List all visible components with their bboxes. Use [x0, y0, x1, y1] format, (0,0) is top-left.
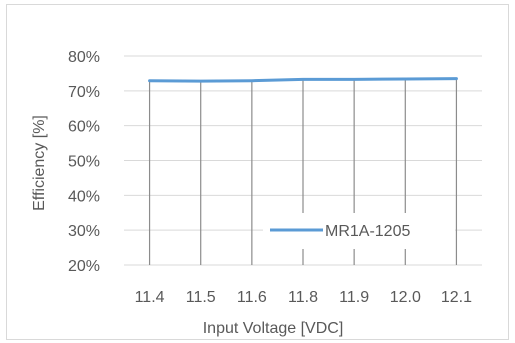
x-tick-label: 11.8 [288, 289, 318, 306]
vertical-drop-lines [148, 78, 458, 265]
y-tick-label: 20% [68, 258, 100, 275]
series-line [148, 77, 458, 83]
legend: MR1A-1205 [263, 213, 455, 249]
y-tick-label: 70% [68, 84, 100, 101]
y-axis-title: Efficiency [%] [31, 115, 48, 211]
y-axis-ticks: 20% 30% 40% 50% 60% 70% 80% [68, 49, 100, 275]
y-tick-label: 80% [68, 49, 100, 66]
y-tick-label: 40% [68, 188, 100, 205]
x-tick-label: 12.0 [390, 289, 421, 306]
y-tick-label: 30% [68, 223, 100, 240]
x-tick-label: 11.4 [135, 289, 165, 306]
x-axis-ticks: 11.4 11.5 11.6 11.8 11.9 12.0 12.1 [135, 289, 473, 306]
x-tick-label: 12.1 [441, 289, 472, 306]
x-tick-label: 11.6 [237, 289, 267, 306]
x-axis-title: Input Voltage [VDC] [203, 320, 344, 337]
chart-frame [6, 4, 509, 340]
y-tick-label: 60% [68, 119, 100, 136]
y-tick-label: 50% [68, 154, 100, 171]
x-tick-label: 11.9 [339, 289, 369, 306]
x-tick-label: 11.5 [186, 289, 216, 306]
series-group [148, 77, 458, 83]
legend-label: MR1A-1205 [325, 223, 410, 240]
